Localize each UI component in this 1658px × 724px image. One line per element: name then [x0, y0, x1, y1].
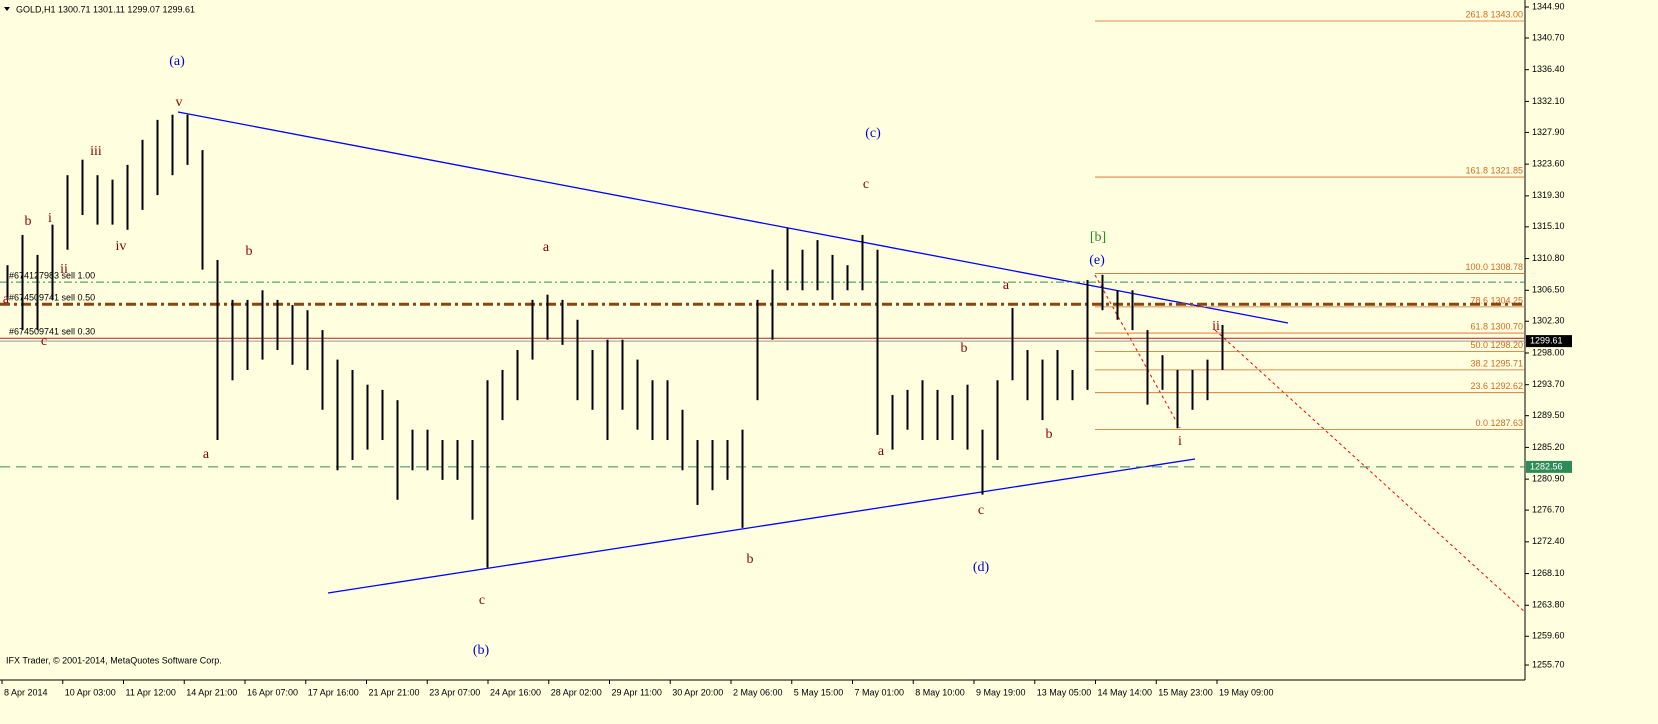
wave-label: b — [1046, 427, 1053, 442]
x-tick-label: 5 May 15:00 — [794, 687, 844, 697]
wave-label: b — [747, 552, 754, 567]
y-tick-label: 1327.90 — [1532, 127, 1565, 137]
footer: IFX Trader, © 2001-2014, MetaQuotes Soft… — [6, 655, 222, 665]
fib-label: 50.0 1298.20 — [1470, 340, 1523, 350]
y-tick-label: 1310.80 — [1532, 253, 1565, 263]
wave-label: a — [878, 444, 885, 459]
x-tick-label: 15 May 23:00 — [1158, 687, 1213, 697]
y-tick-label: 1255.70 — [1532, 659, 1565, 669]
y-tick-label: 1344.90 — [1532, 1, 1565, 11]
header-icon — [4, 7, 10, 11]
x-tick-label: 21 Apr 21:00 — [369, 687, 420, 697]
wave-label: a — [543, 240, 550, 255]
x-tick-label: 24 Apr 16:00 — [490, 687, 541, 697]
wave-label: i — [48, 211, 52, 226]
x-tick-label: 14 May 14:00 — [1098, 687, 1153, 697]
wave-label: (b) — [473, 643, 490, 658]
wave-label: v — [176, 95, 183, 110]
x-tick-label: 11 Apr 12:00 — [126, 687, 176, 697]
y-tick-label: 1332.10 — [1532, 96, 1565, 106]
wave-label: a — [1003, 278, 1010, 293]
y-tick-label: 1268.10 — [1532, 568, 1565, 578]
wave-label: (a) — [169, 54, 185, 69]
order-label: #674509741 sell 0.30 — [9, 327, 95, 337]
x-tick-label: 8 May 10:00 — [915, 687, 965, 697]
y-tick-label: 1340.70 — [1532, 32, 1565, 42]
y-tick-label: 1298.00 — [1532, 347, 1565, 357]
wave-label: ii — [60, 262, 68, 277]
x-tick-label: 8 Apr 2014 — [4, 687, 48, 697]
wave-label: ii — [1212, 319, 1220, 334]
wave-label: a — [3, 292, 10, 307]
y-tick-label: 1319.30 — [1532, 190, 1565, 200]
wave-label: iii — [90, 144, 102, 159]
fib-label: 61.8 1300.70 — [1470, 321, 1523, 331]
wave-label: c — [863, 177, 869, 192]
wave-label: i — [1178, 434, 1182, 449]
x-tick-label: 7 May 01:00 — [855, 687, 905, 697]
y-tick-label: 1323.60 — [1532, 159, 1565, 169]
header: GOLD,H1 1300.71 1301.11 1299.07 1299.61 — [16, 4, 195, 14]
x-tick-label: 17 Apr 16:00 — [308, 687, 359, 697]
x-tick-label: 30 Apr 20:00 — [672, 687, 723, 697]
current-box — [1526, 335, 1572, 348]
y-tick-label: 1272.40 — [1532, 536, 1565, 546]
wave-label: c — [479, 593, 485, 608]
wave-label: (c) — [865, 126, 881, 141]
y-tick-label: 1263.80 — [1532, 600, 1565, 610]
fib-label: 23.6 1292.62 — [1470, 381, 1523, 391]
fib-trend — [1094, 274, 1181, 429]
wave-label: [b] — [1090, 230, 1106, 245]
x-tick-label: 14 Apr 21:00 — [186, 687, 237, 697]
y-tick-label: 1293.70 — [1532, 379, 1565, 389]
trend-line — [327, 458, 1196, 594]
projection-line — [1214, 329, 1526, 613]
y-tick-label: 1280.90 — [1532, 474, 1565, 484]
wave-label: b — [25, 214, 32, 229]
wave-label: c — [978, 503, 984, 518]
x-tick-label: 29 Apr 11:00 — [612, 687, 662, 697]
current-label: 1299.61 — [1530, 335, 1563, 345]
wave-label: iv — [116, 239, 127, 254]
y-tick-label: 1306.50 — [1532, 285, 1565, 295]
fib-label: 100.0 1308.78 — [1465, 262, 1523, 272]
wave-label: (d) — [973, 560, 990, 575]
y-tick-label: 1259.60 — [1532, 631, 1565, 641]
x-tick-label: 2 May 06:00 — [733, 687, 783, 697]
y-tick-label: 1276.70 — [1532, 504, 1565, 514]
wave-label: b — [961, 341, 968, 356]
x-tick-label: 23 Apr 07:00 — [429, 687, 480, 697]
wave-label: (e) — [1089, 253, 1105, 268]
fib-label: 38.2 1295.71 — [1470, 358, 1523, 368]
x-tick-label: 9 May 19:00 — [976, 687, 1026, 697]
fib-label: 78.6 1304.25 — [1470, 295, 1523, 305]
support-box — [1526, 460, 1572, 473]
wave-label: c — [41, 334, 47, 349]
x-tick-label: 28 Apr 02:00 — [551, 687, 602, 697]
fib-label: 0.0 1287.63 — [1475, 418, 1523, 428]
fib-label: 261.8 1343.00 — [1465, 9, 1523, 19]
wave-label: a — [203, 447, 210, 462]
y-tick-label: 1336.40 — [1532, 64, 1565, 74]
fib-label: 161.8 1321.85 — [1465, 165, 1523, 175]
wave-label: b — [246, 244, 253, 259]
y-tick-label: 1289.50 — [1532, 410, 1565, 420]
x-tick-label: 10 Apr 03:00 — [65, 687, 116, 697]
x-tick-label: 13 May 05:00 — [1037, 687, 1092, 697]
x-tick-label: 16 Apr 07:00 — [247, 687, 298, 697]
y-tick-label: 1285.20 — [1532, 442, 1565, 452]
x-tick-label: 19 May 09:00 — [1219, 687, 1274, 697]
support-label: 1282.56 — [1530, 461, 1563, 471]
y-tick-label: 1315.10 — [1532, 221, 1565, 231]
y-tick-label: 1302.30 — [1532, 316, 1565, 326]
